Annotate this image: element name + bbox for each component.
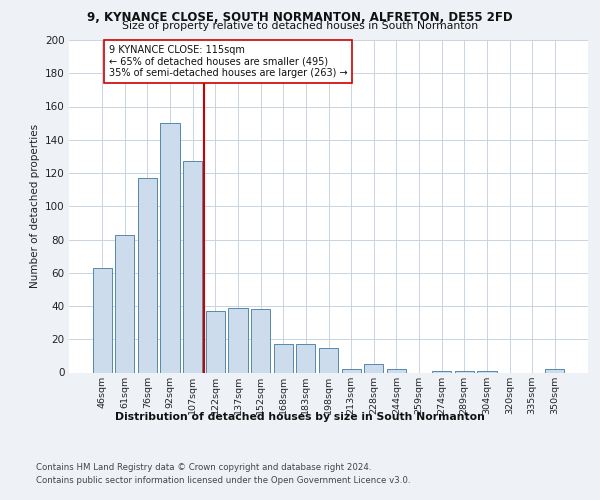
Text: Contains public sector information licensed under the Open Government Licence v3: Contains public sector information licen… (36, 476, 410, 485)
Text: Contains HM Land Registry data © Crown copyright and database right 2024.: Contains HM Land Registry data © Crown c… (36, 462, 371, 471)
Bar (138, 178, 157, 372)
Bar (160, 123, 180, 372)
Bar (115, 234, 134, 372)
Bar (341, 369, 361, 372)
Bar (251, 310, 270, 372)
Text: 9, KYNANCE CLOSE, SOUTH NORMANTON, ALFRETON, DE55 2FD: 9, KYNANCE CLOSE, SOUTH NORMANTON, ALFRE… (87, 11, 513, 24)
Bar (364, 364, 383, 372)
Bar (545, 369, 565, 372)
Y-axis label: Number of detached properties: Number of detached properties (29, 124, 40, 288)
Bar (432, 371, 451, 372)
Bar (274, 344, 293, 372)
Bar (296, 344, 316, 372)
Text: Distribution of detached houses by size in South Normanton: Distribution of detached houses by size … (115, 412, 485, 422)
Bar (319, 348, 338, 372)
Bar (455, 371, 474, 372)
Bar (183, 162, 202, 372)
Text: 9 KYNANCE CLOSE: 115sqm
← 65% of detached houses are smaller (495)
35% of semi-d: 9 KYNANCE CLOSE: 115sqm ← 65% of detache… (109, 45, 347, 78)
Bar (477, 371, 497, 372)
Bar (229, 308, 248, 372)
Bar (206, 311, 225, 372)
Bar (387, 369, 406, 372)
Text: Size of property relative to detached houses in South Normanton: Size of property relative to detached ho… (122, 21, 478, 31)
Bar (92, 268, 112, 372)
